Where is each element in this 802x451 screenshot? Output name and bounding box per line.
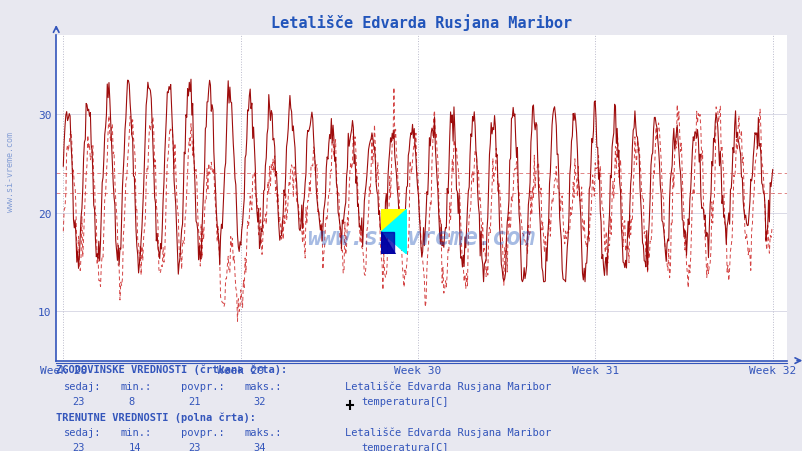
- Text: 8: 8: [128, 396, 135, 406]
- Text: povpr.:: povpr.:: [180, 381, 224, 391]
- Text: temperatura[C]: temperatura[C]: [361, 396, 448, 406]
- Text: www.si-vreme.com: www.si-vreme.com: [6, 132, 15, 211]
- Text: maks.:: maks.:: [245, 427, 282, 437]
- Text: 23: 23: [72, 396, 85, 406]
- Polygon shape: [381, 210, 407, 255]
- Text: sedaj:: sedaj:: [64, 427, 102, 437]
- Text: maks.:: maks.:: [245, 381, 282, 391]
- Polygon shape: [381, 210, 407, 232]
- Text: 23: 23: [72, 442, 85, 451]
- Text: povpr.:: povpr.:: [180, 427, 224, 437]
- Text: 32: 32: [253, 396, 265, 406]
- Text: min.:: min.:: [120, 427, 152, 437]
- Text: 14: 14: [128, 442, 141, 451]
- Text: Letališče Edvarda Rusjana Maribor: Letališče Edvarda Rusjana Maribor: [345, 380, 551, 391]
- Bar: [381, 232, 394, 255]
- Text: 23: 23: [188, 442, 201, 451]
- Text: TRENUTNE VREDNOSTI (polna črta):: TRENUTNE VREDNOSTI (polna črta):: [56, 412, 256, 422]
- Text: ZGODOVINSKE VREDNOSTI (črtkana črta):: ZGODOVINSKE VREDNOSTI (črtkana črta):: [56, 364, 287, 374]
- Text: Letališče Edvarda Rusjana Maribor: Letališče Edvarda Rusjana Maribor: [345, 427, 551, 437]
- Text: www.si-vreme.com: www.si-vreme.com: [307, 226, 535, 249]
- Polygon shape: [381, 232, 395, 255]
- Text: temperatura[C]: temperatura[C]: [361, 442, 448, 451]
- Text: sedaj:: sedaj:: [64, 381, 102, 391]
- Title: Letališče Edvarda Rusjana Maribor: Letališče Edvarda Rusjana Maribor: [270, 14, 571, 31]
- Text: 34: 34: [253, 442, 265, 451]
- Text: 21: 21: [188, 396, 201, 406]
- Text: min.:: min.:: [120, 381, 152, 391]
